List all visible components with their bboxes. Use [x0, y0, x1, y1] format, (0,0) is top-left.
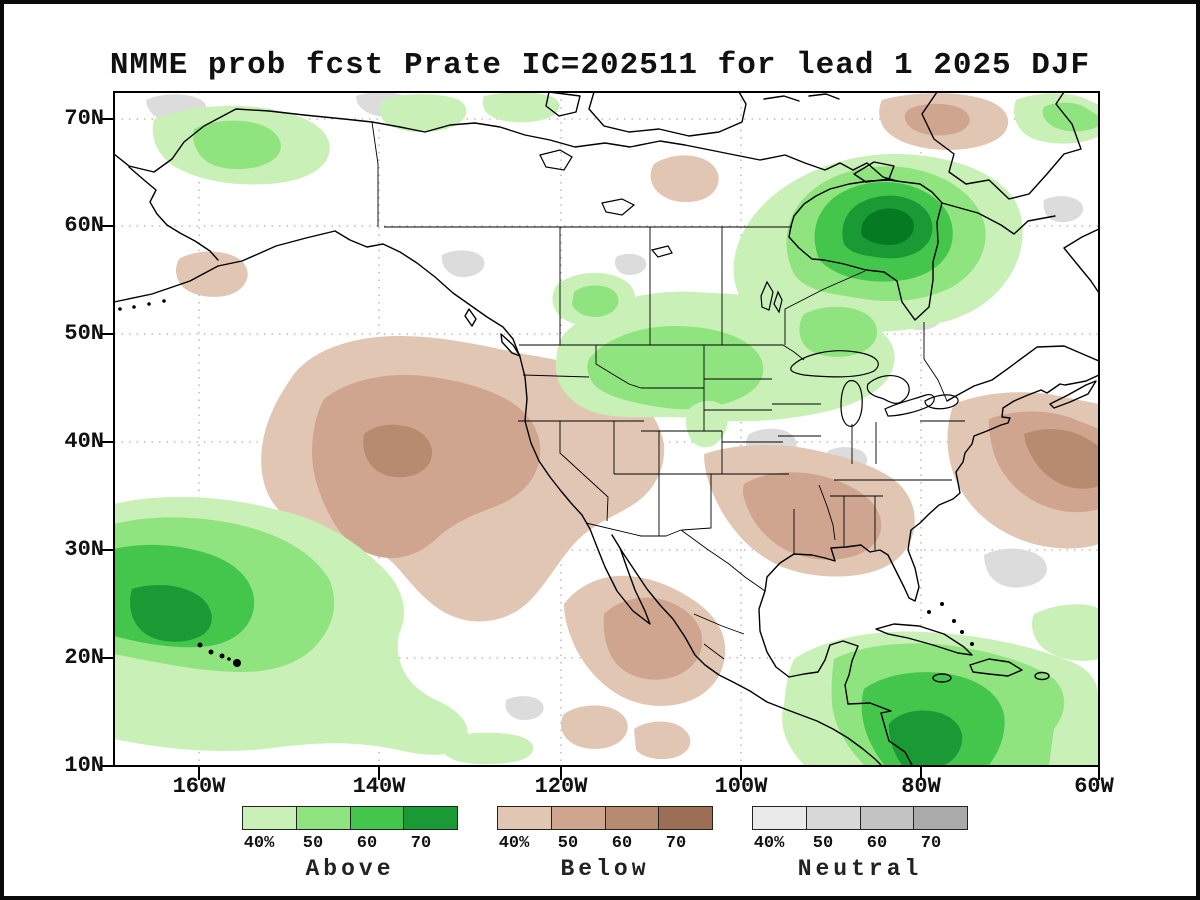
- nova-scotia: [1049, 380, 1097, 409]
- aleutian-islands: [118, 299, 166, 311]
- arctic-archipelago-fragments: [763, 93, 840, 102]
- alaska-west-coast: [128, 166, 219, 261]
- tick-label: 60: [356, 834, 378, 853]
- lat-label-20n: 20N: [64, 645, 104, 670]
- puerto-rico: [1034, 671, 1050, 681]
- baffin-island: [921, 91, 1082, 200]
- st-lawrence: [946, 345, 1100, 402]
- lon-label-60w: 60W: [1074, 774, 1114, 799]
- tick-label: 50: [302, 834, 324, 853]
- legend-above-swatches: [242, 806, 458, 830]
- below-60-swatch: [605, 807, 660, 829]
- legend-above-title: Above: [305, 856, 395, 882]
- tick-label: 70: [665, 834, 687, 853]
- lat-label-40n: 40N: [64, 429, 104, 454]
- hudson-strait: [941, 202, 1056, 235]
- above-50-swatch: [296, 807, 351, 829]
- lon-label-120w: 120W: [534, 774, 588, 799]
- above-70-swatch: [404, 807, 457, 829]
- labrador-coast: [1063, 228, 1100, 294]
- victoria-island: [588, 91, 747, 137]
- jamaica: [932, 673, 952, 683]
- lake-manitoba: [773, 290, 783, 314]
- plot-title: NMME prob fcst Prate IC=202511 for lead …: [109, 48, 1091, 83]
- great-bear-lake: [539, 149, 573, 171]
- legend-above-ticks: 40% 50 60 70: [242, 834, 458, 853]
- lake-ontario: [924, 394, 959, 410]
- lat-label-10n: 10N: [64, 753, 104, 778]
- great-slave-lake: [601, 198, 636, 216]
- legend-neutral: 40% 50 60 70 Neutral: [752, 806, 968, 882]
- bahamas: [927, 602, 974, 646]
- neutral-60-swatch: [860, 807, 915, 829]
- tick-label: 60: [611, 834, 633, 853]
- hispaniola: [969, 658, 1023, 677]
- haida-gwaii: [464, 308, 477, 327]
- lon-label-140w: 140W: [352, 774, 406, 799]
- banks-island: [545, 91, 581, 117]
- lake-winnipeg: [760, 280, 774, 311]
- below-40-swatch: [498, 807, 552, 829]
- islands: [118, 93, 1050, 683]
- legend-neutral-ticks: 40% 50 60 70: [752, 834, 968, 853]
- tick-label: 70: [920, 834, 942, 853]
- cuba: [875, 623, 973, 656]
- tick-label: 50: [557, 834, 579, 853]
- lat-label-60n: 60N: [64, 213, 104, 238]
- neutral-40-swatch: [753, 807, 807, 829]
- above-40-swatch: [243, 807, 297, 829]
- legend-neutral-title: Neutral: [797, 856, 923, 882]
- legend-below: 40% 50 60 70 Below: [497, 806, 713, 882]
- tick-label: 40%: [498, 834, 530, 853]
- lon-label-160w: 160W: [172, 774, 226, 799]
- lake-huron: [866, 374, 910, 404]
- arctic-mainland-coast: [113, 108, 898, 182]
- lake-superior: [790, 350, 879, 378]
- lake-athabasca: [650, 245, 673, 258]
- pacific-coastline: [113, 230, 882, 766]
- below-probability-regions: [176, 93, 1099, 760]
- lat-label-30n: 30N: [64, 537, 104, 562]
- southampton-island: [853, 161, 895, 183]
- gulf-atlantic-coastline: [758, 374, 1100, 766]
- lon-label-80w: 80W: [901, 774, 941, 799]
- legend-below-title: Below: [560, 856, 650, 882]
- legend-below-ticks: 40% 50 60 70: [497, 834, 713, 853]
- lat-label-50n: 50N: [64, 321, 104, 346]
- legend-below-swatches: [497, 806, 713, 830]
- below-70-swatch: [659, 807, 712, 829]
- hudson-bay: [788, 179, 943, 321]
- lake-erie: [884, 394, 935, 417]
- tick-label: 60: [866, 834, 888, 853]
- map-frame: [113, 91, 1100, 767]
- lat-label-70n: 70N: [64, 106, 104, 131]
- neutral-50-swatch: [806, 807, 861, 829]
- tick-label: 40%: [753, 834, 785, 853]
- tick-label: 40%: [243, 834, 275, 853]
- tick-label: 50: [812, 834, 834, 853]
- neutral-70-swatch: [914, 807, 967, 829]
- above-60-swatch: [350, 807, 405, 829]
- political-borders: [371, 121, 965, 660]
- coastlines: [113, 91, 1100, 766]
- legend-above: 40% 50 60 70 Above: [242, 806, 458, 882]
- lon-label-100w: 100W: [714, 774, 768, 799]
- axis-ticks: [100, 118, 1100, 780]
- forecast-map-canvas: [100, 91, 1100, 780]
- lake-michigan: [840, 380, 863, 427]
- lakes: [539, 149, 959, 427]
- vancouver-island: [500, 333, 521, 357]
- hawaiian-islands: [197, 642, 241, 667]
- legend-neutral-swatches: [752, 806, 968, 830]
- tick-label: 70: [410, 834, 432, 853]
- above-probability-regions: [114, 92, 1099, 765]
- below-50-swatch: [551, 807, 606, 829]
